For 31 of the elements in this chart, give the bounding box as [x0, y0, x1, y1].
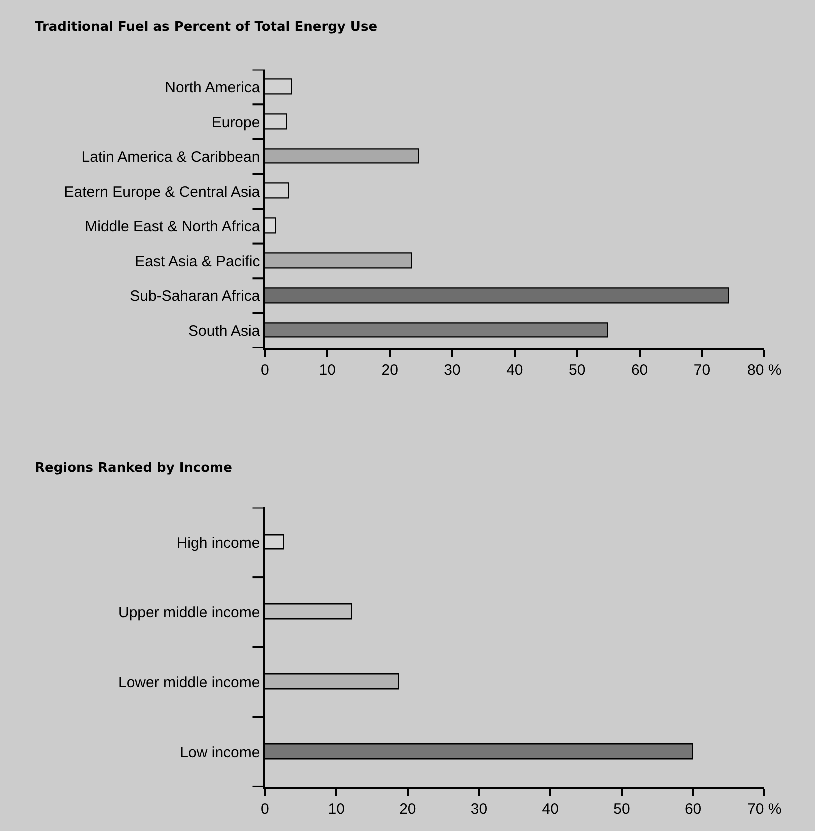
text: Regions Ranked by Income	[35, 461, 233, 476]
y-tick-label: High income	[176, 534, 260, 552]
y-tick-label: Middle East & North Africa	[85, 218, 261, 236]
x-tick-label: 50	[614, 800, 630, 818]
x-tick-label: 10	[328, 800, 345, 818]
x-tick-label: 80 %	[748, 362, 782, 380]
y-tick-label: Lower middle income	[118, 674, 260, 692]
x-tick-label: 40	[506, 362, 524, 380]
x-tick-label: 0	[261, 800, 270, 818]
x-tick-label: 30	[444, 362, 461, 380]
x-tick-label: 70 %	[748, 800, 782, 818]
y-tick-label: South Asia	[188, 323, 261, 340]
chart-title: Traditional Fuel as Percent of Total Energy Use	[35, 20, 378, 35]
x-tick-label: 60	[684, 800, 702, 818]
y-tick-label: Sub-Saharan Africa	[130, 288, 261, 306]
x-tick-label: 40	[542, 800, 559, 818]
x-tick-label: 60	[631, 362, 648, 380]
x-tick-label: 30	[470, 800, 488, 818]
y-tick-label: North America	[165, 79, 261, 96]
x-tick-label: 70	[694, 362, 711, 380]
x-tick-label: 20	[400, 800, 416, 818]
y-tick-label: Eatern Europe & Central Asia	[64, 184, 261, 201]
y-tick-label: Latin America & Caribbean	[82, 149, 260, 166]
y-tick-label: Upper middle income	[118, 604, 260, 622]
x-tick-label: 10	[319, 362, 336, 380]
y-tick-label: Low income	[180, 744, 260, 762]
x-tick-label: 0	[261, 362, 270, 380]
x-tick-label: 50	[569, 362, 586, 380]
x-tick-label: 20	[382, 362, 398, 380]
y-tick-label: East Asia & Pacific	[135, 253, 261, 270]
y-tick-label: Europe	[212, 114, 260, 132]
